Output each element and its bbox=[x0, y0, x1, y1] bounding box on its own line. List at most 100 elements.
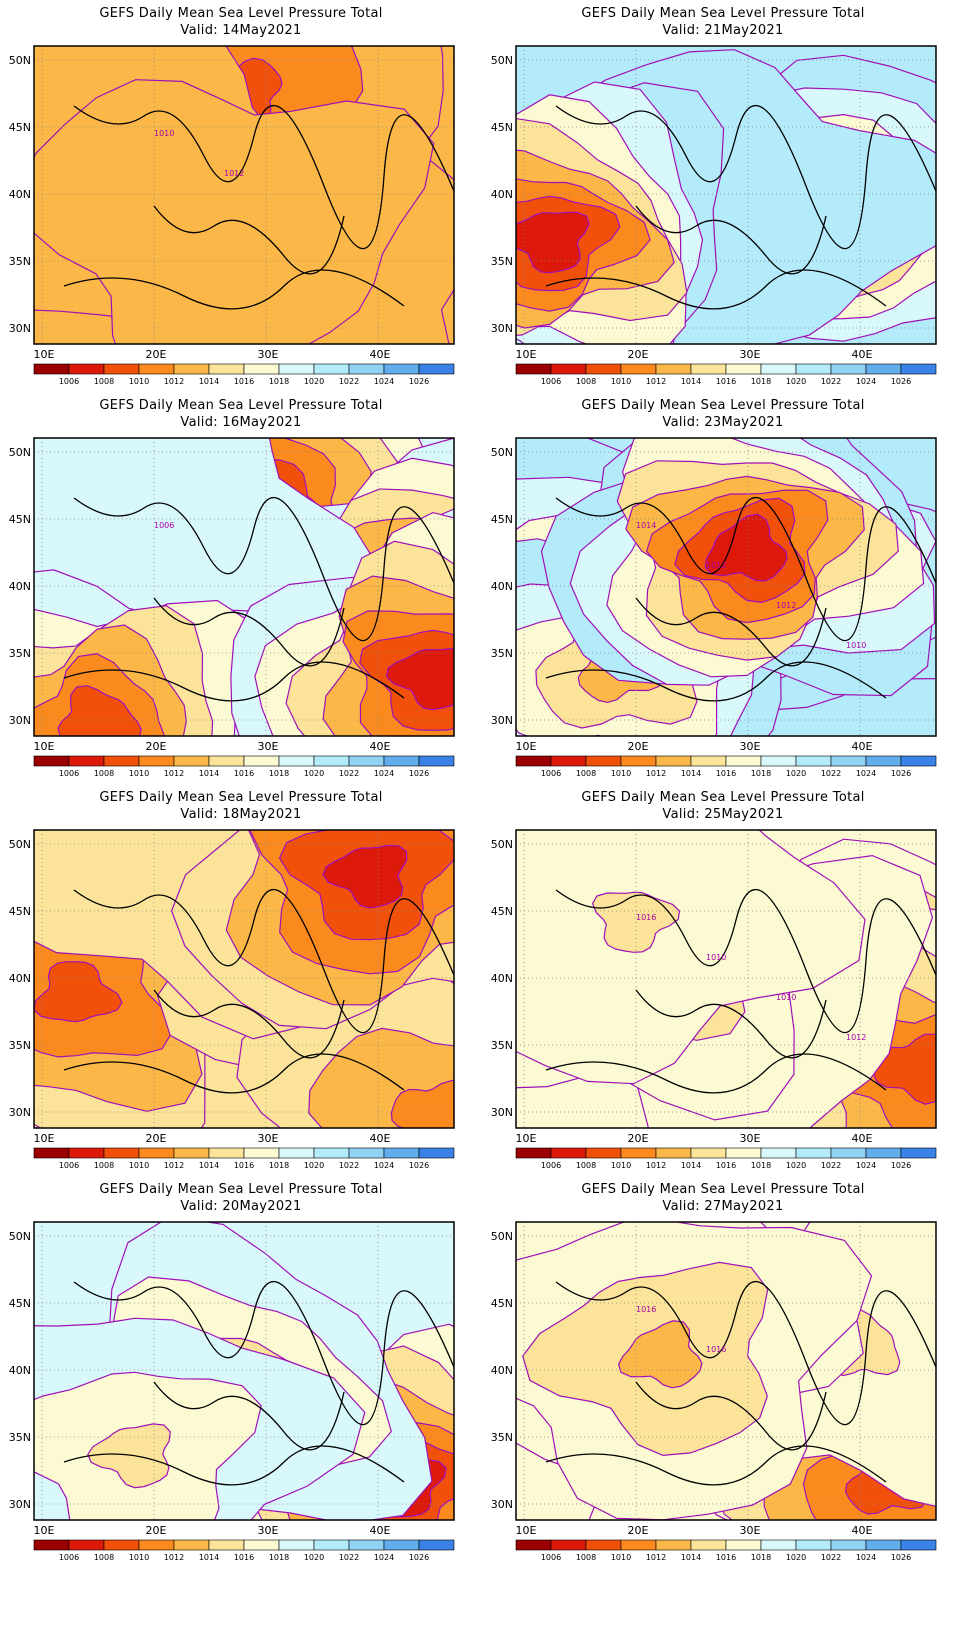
lon-label: 30E bbox=[258, 348, 279, 361]
colorbar-label: 1008 bbox=[576, 1553, 596, 1562]
lat-label: 45N bbox=[491, 121, 513, 134]
colorbar-label: 1014 bbox=[681, 1161, 701, 1170]
lon-label: 40E bbox=[370, 348, 391, 361]
colorbar-label: 1008 bbox=[576, 769, 596, 778]
lon-label: 10E bbox=[516, 348, 537, 361]
lon-label: 10E bbox=[516, 1132, 537, 1145]
colorbar-label: 1022 bbox=[339, 1161, 359, 1170]
lat-label: 35N bbox=[9, 1431, 31, 1444]
map-title: GEFS Daily Mean Sea Level Pressure Total bbox=[581, 1182, 864, 1197]
colorbar-label: 1020 bbox=[786, 769, 806, 778]
lat-label: 35N bbox=[491, 647, 513, 660]
contour-label: 1012 bbox=[846, 1033, 866, 1042]
colorbar: 1006 1008 1010 1012 1014 1016 1018 1020 1022 1024… bbox=[33, 363, 455, 386]
colorbar-label: 1006 bbox=[59, 1553, 79, 1562]
lat-label: 45N bbox=[491, 905, 513, 918]
colorbar-label: 1012 bbox=[164, 377, 184, 386]
isobar-region bbox=[390, 1079, 454, 1128]
colorbar-label: 1018 bbox=[751, 377, 771, 386]
lon-label: 40E bbox=[852, 348, 873, 361]
map-valid-date: Valid: 25May2021 bbox=[662, 807, 783, 822]
map-panel: GEFS Daily Mean Sea Level Pressure Total… bbox=[482, 392, 964, 802]
map-valid-date: Valid: 23May2021 bbox=[662, 415, 783, 430]
colorbar-label: 1018 bbox=[751, 1553, 771, 1562]
contour-label: 1012 bbox=[224, 169, 244, 178]
colorbar-label: 1018 bbox=[751, 1161, 771, 1170]
lon-label: 20E bbox=[146, 1524, 167, 1537]
pressure-field bbox=[34, 46, 454, 344]
lat-label: 50N bbox=[9, 54, 31, 67]
lon-label: 10E bbox=[34, 1524, 55, 1537]
colorbar-label: 1016 bbox=[234, 769, 254, 778]
lat-label: 40N bbox=[491, 580, 513, 593]
colorbar-label: 1024 bbox=[374, 1553, 394, 1562]
isobar-region bbox=[516, 211, 590, 274]
lon-label: 40E bbox=[852, 1524, 873, 1537]
colorbar-label: 1018 bbox=[269, 769, 289, 778]
pressure-field bbox=[516, 1222, 936, 1520]
colorbar-label: 1024 bbox=[856, 1553, 876, 1562]
map-svg: GEFS Daily Mean Sea Level Pressure Total… bbox=[9, 398, 455, 778]
colorbar-label: 1018 bbox=[269, 1553, 289, 1562]
lat-label: 45N bbox=[9, 121, 31, 134]
lat-label: 40N bbox=[491, 188, 513, 201]
contour-label: 1016 bbox=[636, 913, 656, 922]
colorbar-label: 1010 bbox=[129, 377, 149, 386]
map-panel: GEFS Daily Mean Sea Level Pressure Total… bbox=[482, 1176, 964, 1586]
colorbar-label: 1018 bbox=[269, 1161, 289, 1170]
colorbar-label: 1020 bbox=[304, 1161, 324, 1170]
pressure-field bbox=[34, 830, 454, 1128]
lon-label: 40E bbox=[852, 740, 873, 753]
lon-label: 20E bbox=[146, 1132, 167, 1145]
coastline bbox=[63, 1280, 454, 1486]
lat-label: 30N bbox=[491, 714, 513, 727]
colorbar-label: 1010 bbox=[611, 1161, 631, 1170]
map-svg: GEFS Daily Mean Sea Level Pressure Total… bbox=[491, 6, 937, 386]
lon-label: 40E bbox=[370, 1132, 391, 1145]
colorbar-label: 1022 bbox=[821, 377, 841, 386]
colorbar-label: 1018 bbox=[751, 769, 771, 778]
contour-label: 1016 bbox=[706, 1345, 726, 1354]
isobar-region bbox=[57, 685, 142, 736]
colorbar-label: 1010 bbox=[611, 1553, 631, 1562]
lat-label: 45N bbox=[491, 1297, 513, 1310]
lat-label: 50N bbox=[9, 838, 31, 851]
lat-label: 45N bbox=[9, 905, 31, 918]
map-valid-date: Valid: 16May2021 bbox=[180, 415, 301, 430]
lon-label: 10E bbox=[34, 740, 55, 753]
map-valid-date: Valid: 27May2021 bbox=[662, 1199, 783, 1214]
contour-label: 1012 bbox=[776, 601, 796, 610]
colorbar-label: 1014 bbox=[199, 769, 219, 778]
colorbar-label: 1016 bbox=[716, 377, 736, 386]
lon-label: 30E bbox=[740, 348, 761, 361]
lon-label: 30E bbox=[740, 740, 761, 753]
colorbar-label: 1006 bbox=[59, 769, 79, 778]
colorbar-label: 1016 bbox=[234, 1553, 254, 1562]
lat-label: 35N bbox=[491, 255, 513, 268]
colorbar-label: 1010 bbox=[611, 377, 631, 386]
colorbar-label: 1024 bbox=[856, 769, 876, 778]
lat-label: 40N bbox=[491, 972, 513, 985]
colorbar-label: 1010 bbox=[611, 769, 631, 778]
lat-label: 50N bbox=[491, 446, 513, 459]
pressure-field bbox=[516, 438, 936, 736]
colorbar: 1006 1008 1010 1012 1014 1016 1018 1020 1022 1024… bbox=[515, 363, 937, 386]
pressure-field bbox=[34, 1222, 454, 1520]
coastline bbox=[63, 104, 454, 310]
map-valid-date: Valid: 21May2021 bbox=[662, 23, 783, 38]
colorbar-label: 1014 bbox=[681, 1553, 701, 1562]
map-valid-date: Valid: 14May2021 bbox=[180, 23, 301, 38]
colorbar-label: 1014 bbox=[681, 377, 701, 386]
lat-label: 30N bbox=[9, 1106, 31, 1119]
contour-label: 1010 bbox=[706, 953, 726, 962]
contour-label: 1016 bbox=[636, 1305, 656, 1314]
lon-label: 10E bbox=[516, 740, 537, 753]
colorbar: 1006 1008 1010 1012 1014 1016 1018 1020 1022 1024… bbox=[515, 1539, 937, 1562]
lon-label: 40E bbox=[852, 1132, 873, 1145]
map-valid-date: Valid: 18May2021 bbox=[180, 807, 301, 822]
contour-label: 1006 bbox=[154, 521, 174, 530]
isobar-region bbox=[617, 1320, 703, 1389]
coastline bbox=[545, 104, 936, 310]
coastline bbox=[545, 1280, 936, 1486]
colorbar: 1006 1008 1010 1012 1014 1016 1018 1020 1022 1024… bbox=[33, 755, 455, 778]
